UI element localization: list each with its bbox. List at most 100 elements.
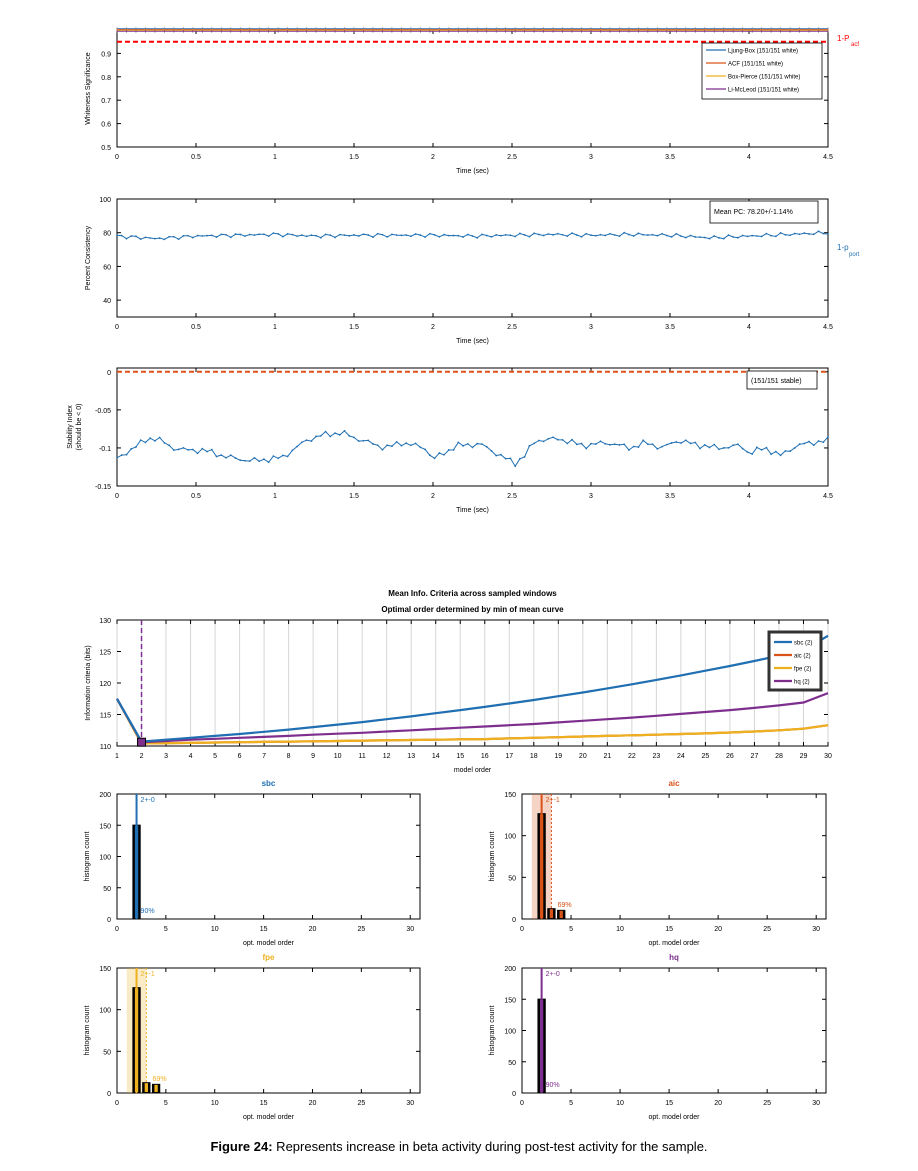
- x-tick-label: 5: [569, 926, 573, 933]
- x-tick-label: 3: [589, 154, 593, 161]
- data-point: [116, 456, 118, 459]
- y-tick-label: 200: [504, 966, 516, 973]
- data-point: [722, 447, 725, 449]
- data-point: [760, 449, 763, 451]
- y-tick-label: 0.8: [101, 75, 111, 82]
- data-point: [187, 448, 190, 451]
- legend: sbc (2) aic (2) fpe (2) hq (2): [767, 630, 823, 692]
- data-point: [689, 234, 692, 237]
- y-tick-label: 0: [512, 1091, 516, 1098]
- data-point: [357, 440, 360, 442]
- data-point: [632, 235, 635, 237]
- x-axis-label: Time (sec): [456, 507, 489, 514]
- x-tick-label: 5: [569, 1100, 573, 1107]
- data-point: [741, 234, 744, 237]
- y-tick-label: 50: [103, 1049, 111, 1056]
- y-tick-label: 100: [504, 834, 516, 841]
- data-point: [315, 234, 317, 237]
- x-tick-label: 7: [262, 753, 266, 760]
- y-tick-label: 125: [99, 650, 111, 657]
- y-axis-label: histogram count: [489, 832, 496, 882]
- data-point: [267, 235, 270, 238]
- data-point: [300, 441, 303, 444]
- mode-label: 2+-1: [546, 797, 560, 804]
- x-tick-label: 3.5: [665, 493, 675, 500]
- x-tick-label: 10: [616, 926, 624, 933]
- y-tick-label: 50: [508, 875, 516, 882]
- data-point: [495, 234, 498, 236]
- data-point: [594, 234, 597, 237]
- y-axis-label: Information criteria (bits): [85, 645, 92, 720]
- data-point: [381, 448, 384, 451]
- data-point: [357, 235, 360, 237]
- x-tick-label: 30: [406, 1100, 414, 1107]
- data-point: [817, 230, 820, 233]
- data-point: [751, 453, 754, 455]
- x-tick-label: 1.5: [349, 324, 359, 331]
- data-point: [590, 442, 592, 445]
- data-point: [428, 232, 431, 235]
- data-point: [756, 446, 758, 449]
- data-point: [514, 465, 517, 468]
- data-point: [490, 235, 493, 238]
- data-point: [628, 233, 630, 236]
- chart-title: fpe: [263, 953, 276, 962]
- data-point: [476, 442, 479, 445]
- x-tick-label: 26: [726, 753, 734, 760]
- data-point: [732, 236, 735, 238]
- x-tick-label: 17: [505, 753, 513, 760]
- data-point: [741, 447, 744, 450]
- percent-label: 69%: [558, 902, 572, 909]
- data-point: [462, 236, 464, 238]
- data-point: [201, 235, 204, 237]
- data-point: [656, 234, 659, 237]
- data-point: [751, 234, 754, 237]
- x-tick-label: 1: [273, 154, 277, 161]
- data-point: [395, 441, 398, 443]
- x-tick-label: 16: [481, 753, 489, 760]
- data-point: [623, 443, 626, 446]
- data-point: [575, 234, 578, 236]
- x-tick-label: 3.5: [665, 324, 675, 331]
- data-point: [533, 442, 536, 445]
- data-point: [718, 448, 720, 451]
- data-point: [642, 233, 645, 236]
- data-point: [827, 436, 829, 438]
- data-point: [537, 439, 540, 442]
- data-point: [528, 445, 531, 447]
- x-tick-label: 24: [677, 753, 685, 760]
- data-point: [386, 235, 389, 238]
- x-tick-label: 2: [140, 753, 144, 760]
- x-tick-label: 0: [115, 493, 119, 500]
- data-point: [272, 455, 275, 458]
- x-axis-label: Time (sec): [456, 338, 489, 345]
- data-point: [661, 232, 663, 235]
- y-tick-label: 110: [100, 744, 111, 751]
- data-point: [637, 232, 640, 235]
- data-point: [338, 434, 341, 436]
- x-tick-label: 2: [431, 154, 435, 161]
- y-tick-label: 200: [99, 792, 111, 799]
- data-point: [438, 235, 441, 238]
- data-point: [376, 444, 379, 447]
- data-point: [599, 233, 602, 236]
- data-point: [737, 443, 739, 446]
- x-tick-label: 3: [164, 753, 168, 760]
- plot-frame: [521, 793, 827, 920]
- legend-entry: aic (2): [794, 654, 811, 660]
- x-tick-label: 20: [714, 926, 722, 933]
- data-point: [419, 234, 422, 236]
- data-point: [187, 234, 190, 237]
- y-tick-label: 0.7: [101, 98, 111, 105]
- data-point: [580, 235, 583, 238]
- data-point: [689, 442, 692, 445]
- data-point: [405, 442, 408, 445]
- data-point: [561, 439, 564, 441]
- data-point: [779, 454, 782, 457]
- data-point: [817, 440, 820, 442]
- percent-label: 69%: [153, 1076, 167, 1083]
- data-point: [542, 234, 545, 237]
- data-point: [609, 232, 611, 235]
- data-point: [201, 447, 204, 450]
- data-point: [556, 232, 559, 235]
